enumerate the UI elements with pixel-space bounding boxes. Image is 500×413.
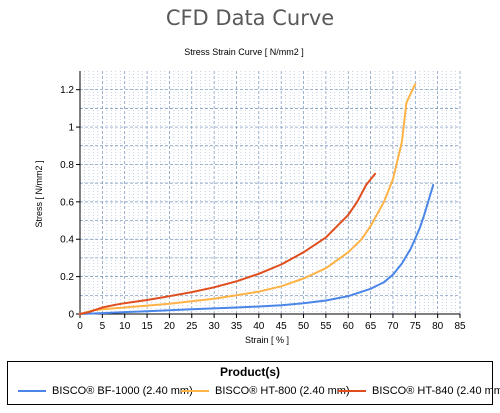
x-tick-label: 75 [410, 321, 422, 332]
x-axis-label: Strain [ % ] [245, 335, 289, 345]
chart-title: Stress Strain Curve [ N/mm2 ] [184, 47, 304, 57]
y-axis-label: Stress [ N/mm2 ] [34, 160, 44, 227]
legend-swatch-ht-800 [181, 390, 209, 392]
x-tick-label: 65 [365, 321, 377, 332]
series-line-ht-840 [79, 172, 377, 315]
chart-grid [80, 71, 461, 314]
x-tick-label: 15 [141, 321, 153, 332]
x-tick-label: 0 [77, 321, 83, 332]
legend-title: Product(s) [220, 365, 280, 379]
legend-item-bf-1000: BISCO® BF-1000 (2.40 mm) [18, 383, 193, 399]
stress-strain-chart: Stress Strain Curve [ N/mm2 ] 0 5 10 15 20 25… [34, 47, 466, 345]
legend-items: BISCO® BF-1000 (2.40 mm) BISCO® HT-800 (… [8, 383, 500, 399]
x-tick-label: 25 [186, 321, 198, 332]
chart-tick-labels: 0 5 10 15 20 25 30 35 40 45 50 55 60 65 70 75 80 85 0 0.2 0.… [60, 85, 466, 332]
y-tick-label: 0.4 [60, 235, 74, 246]
x-tick-label: 50 [298, 321, 310, 332]
legend-swatch-bf-1000 [18, 390, 46, 392]
chart-series [79, 83, 435, 315]
series-line-ht-800 [79, 83, 417, 315]
x-tick-label: 35 [231, 321, 243, 332]
x-tick-label: 5 [100, 321, 106, 332]
x-tick-label: 80 [432, 321, 444, 332]
x-tick-label: 60 [343, 321, 355, 332]
x-tick-label: 45 [276, 321, 288, 332]
series-line-bf-1000 [79, 184, 435, 315]
y-tick-label: 1 [68, 123, 74, 134]
plot-area [80, 71, 460, 314]
x-tick-label: 70 [387, 321, 399, 332]
legend-label-ht-840: BISCO® HT-840 (2.40 mm) [372, 385, 500, 397]
legend-label-bf-1000: BISCO® BF-1000 (2.40 mm) [52, 385, 193, 397]
legend-item-ht-800: BISCO® HT-800 (2.40 mm) [181, 383, 350, 399]
legend: Product(s) BISCO® BF-1000 (2.40 mm) BISC… [7, 361, 500, 405]
x-tick-label: 40 [253, 321, 265, 332]
y-tick-label: 1.2 [60, 85, 74, 96]
y-tick-label: 0.6 [60, 197, 74, 208]
x-tick-label: 30 [209, 321, 221, 332]
legend-item-ht-840: BISCO® HT-840 (2.40 mm) [338, 383, 500, 399]
y-tick-label: 0 [68, 310, 74, 321]
page-title: CFD Data Curve [165, 6, 335, 30]
legend-swatch-ht-840 [338, 390, 366, 392]
y-tick-label: 0.8 [60, 160, 74, 171]
x-tick-label: 10 [119, 321, 131, 332]
x-tick-label: 85 [454, 321, 466, 332]
chart-axes [76, 71, 461, 318]
x-tick-label: 20 [164, 321, 176, 332]
x-tick-label: 55 [320, 321, 332, 332]
legend-label-ht-800: BISCO® HT-800 (2.40 mm) [215, 385, 350, 397]
y-tick-label: 0.2 [60, 272, 74, 283]
